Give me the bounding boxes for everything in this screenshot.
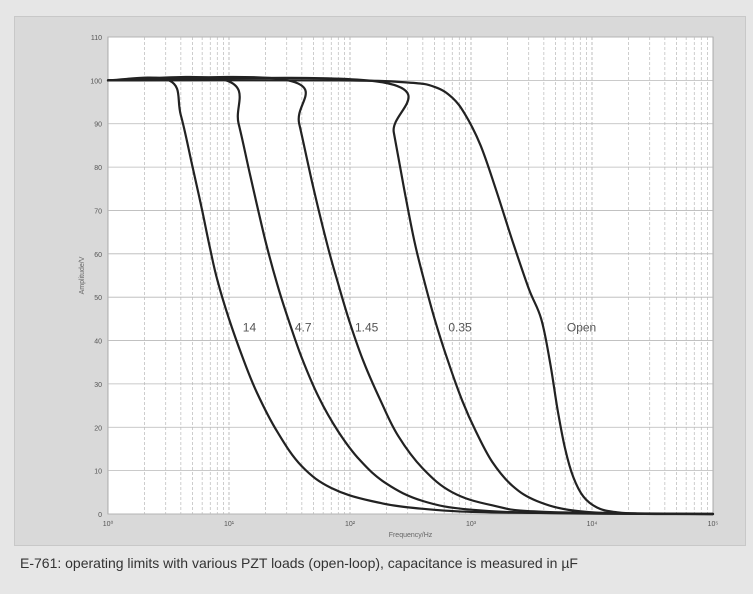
series-line-1-45 bbox=[106, 75, 715, 516]
curve-labels: 14 4.7 1.45 0.35 Open bbox=[243, 321, 596, 335]
series-line-open bbox=[106, 79, 715, 516]
curve-label-0-35: 0.35 bbox=[448, 321, 472, 335]
x-tick-label: 10⁵ bbox=[708, 521, 719, 528]
series-lines bbox=[106, 75, 715, 516]
x-tick-label: 10⁰ bbox=[103, 520, 114, 528]
curve-label-1-45: 1.45 bbox=[355, 321, 379, 335]
series-line-0-35 bbox=[106, 76, 715, 516]
x-axis-title: Frequency/Hz bbox=[389, 532, 433, 539]
chart-panel: 0 10 20 30 40 50 60 70 80 90 100 110 10⁰ 10¹ 10² 10³ 10⁴… bbox=[14, 16, 746, 546]
y-tick-label: 30 bbox=[94, 382, 102, 389]
y-tick-label: 0 bbox=[98, 512, 102, 519]
grid bbox=[108, 36, 713, 515]
curve-label-14: 14 bbox=[243, 321, 257, 335]
series-line-14 bbox=[106, 76, 715, 516]
x-tick-label: 10¹ bbox=[224, 521, 235, 528]
y-tick-label: 60 bbox=[94, 252, 102, 259]
curve-label-4-7: 4.7 bbox=[295, 321, 312, 335]
y-tick-label: 20 bbox=[94, 425, 102, 432]
y-tick-label: 40 bbox=[94, 339, 102, 346]
chart: 0 10 20 30 40 50 60 70 80 90 100 110 10⁰ 10¹ 10² 10³ 10⁴… bbox=[79, 35, 718, 539]
y-tick-label: 10 bbox=[94, 469, 102, 476]
y-tick-label: 50 bbox=[94, 295, 102, 302]
series-line-4-7 bbox=[106, 75, 715, 516]
axes: 0 10 20 30 40 50 60 70 80 90 100 110 10⁰ 10¹ 10² 10³ 10⁴… bbox=[90, 35, 718, 528]
plot-area bbox=[107, 36, 714, 515]
y-tick-label: 80 bbox=[94, 165, 102, 172]
y-tick-label: 90 bbox=[94, 122, 102, 129]
x-tick-label: 10³ bbox=[466, 521, 477, 528]
x-tick-label: 10⁴ bbox=[587, 521, 598, 528]
x-tick-label: 10² bbox=[345, 521, 356, 528]
y-tick-label: 110 bbox=[91, 35, 102, 42]
curve-label-open: Open bbox=[567, 321, 596, 335]
y-axis-title: Amplitude/V bbox=[79, 256, 86, 294]
y-tick-label: 70 bbox=[94, 208, 102, 215]
y-tick-label: 100 bbox=[90, 78, 102, 85]
figure-caption: E-761: operating limits with various PZT… bbox=[20, 555, 578, 571]
